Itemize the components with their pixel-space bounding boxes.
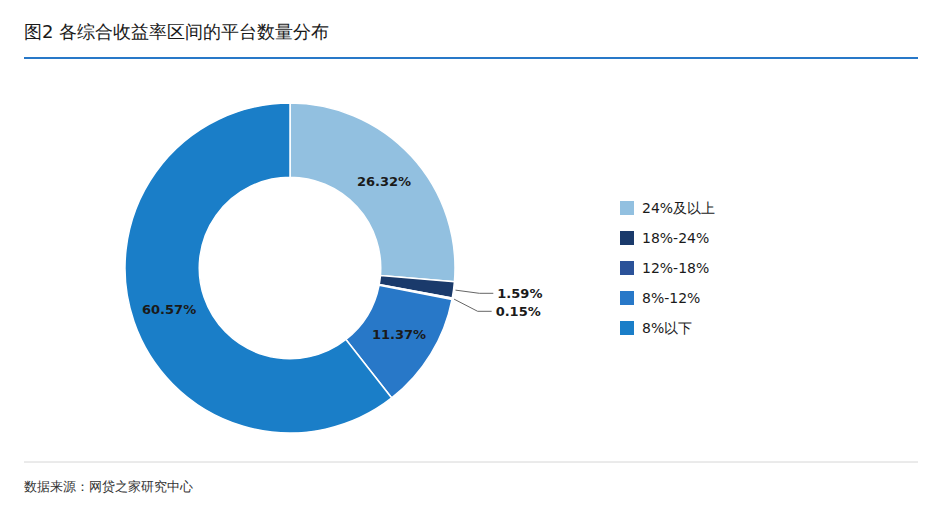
- slice: [125, 103, 392, 433]
- legend-swatch: [620, 201, 634, 215]
- bottom-rule: [24, 462, 918, 463]
- chart-svg: 图2 各综合收益率区间的平台数量分布 26.32% 1.59% 0.15% 11.37%…: [0, 0, 942, 515]
- source-note: 数据来源：网贷之家研究中心: [24, 479, 193, 494]
- legend-swatch: [620, 291, 634, 305]
- background: [0, 0, 942, 515]
- legend-label: 8%以下: [642, 320, 692, 336]
- legend-swatch: [620, 261, 634, 275]
- data-labels: 26.32% 1.59% 0.15% 11.37% 60.57%: [142, 174, 542, 342]
- title: 图2 各综合收益率区间的平台数量分布: [24, 21, 329, 42]
- data-label: 0.15%: [496, 304, 541, 319]
- leader-line: [456, 290, 494, 293]
- data-label: 60.57%: [142, 302, 196, 317]
- legend-label: 24%及以上: [642, 200, 715, 216]
- legend-label: 8%-12%: [642, 290, 700, 306]
- leader-line: [454, 299, 492, 311]
- data-label: 26.32%: [357, 174, 411, 189]
- legend-label: 18%-24%: [642, 230, 709, 246]
- data-label: 11.37%: [372, 327, 426, 342]
- legend-swatch: [620, 321, 634, 335]
- slice: [290, 103, 455, 282]
- slices: [125, 103, 455, 433]
- title-rule: [24, 57, 918, 59]
- chart-container: 图2 各综合收益率区间的平台数量分布 26.32% 1.59% 0.15% 11.37%…: [0, 0, 942, 515]
- legend-swatch: [620, 231, 634, 245]
- data-label: 1.59%: [497, 286, 542, 301]
- legend: 24%及以上 18%-24% 12%-18% 8%-12% 8%以下: [620, 200, 715, 336]
- legend-label: 12%-18%: [642, 260, 709, 276]
